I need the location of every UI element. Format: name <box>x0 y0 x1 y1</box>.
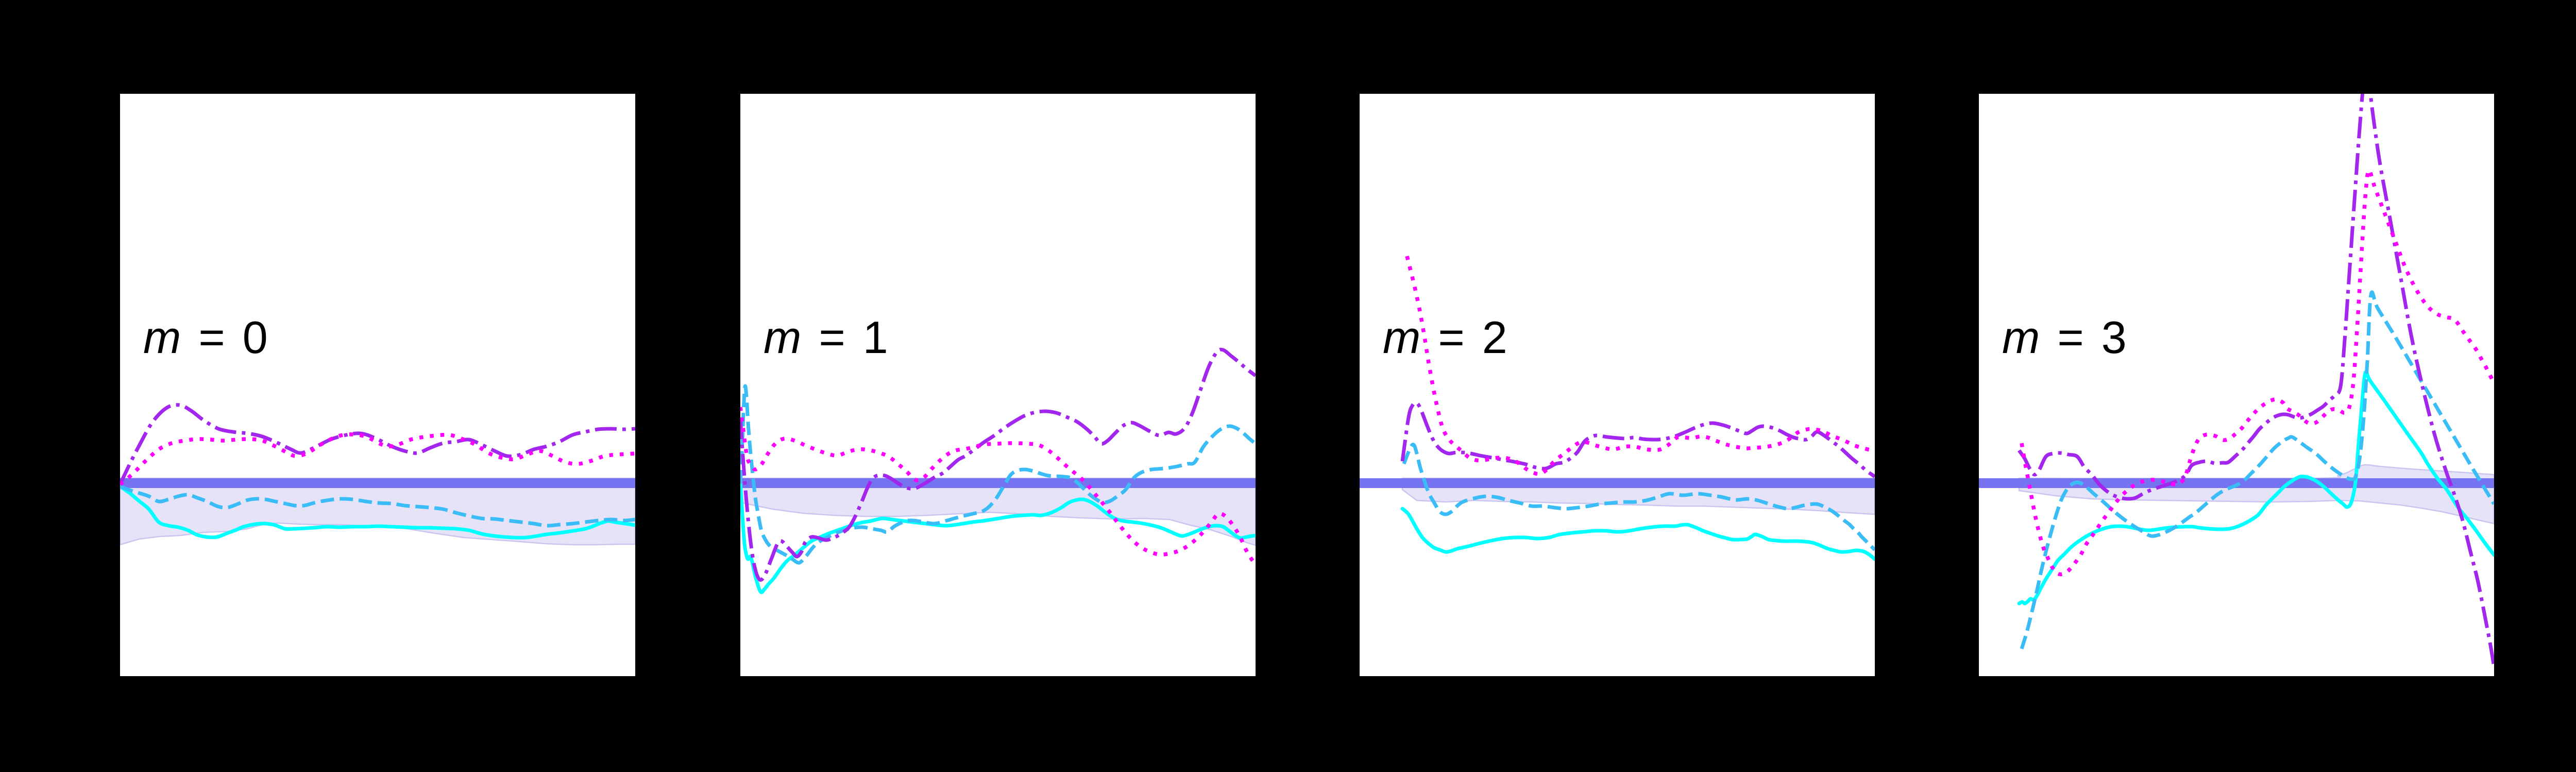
svg-text:m = 2: m = 2 <box>1383 312 1510 363</box>
svg-text:m = 0: m = 0 <box>143 312 270 363</box>
svg-text:m = 3: m = 3 <box>2002 312 2129 363</box>
svg-text:m = 1: m = 1 <box>764 312 891 363</box>
